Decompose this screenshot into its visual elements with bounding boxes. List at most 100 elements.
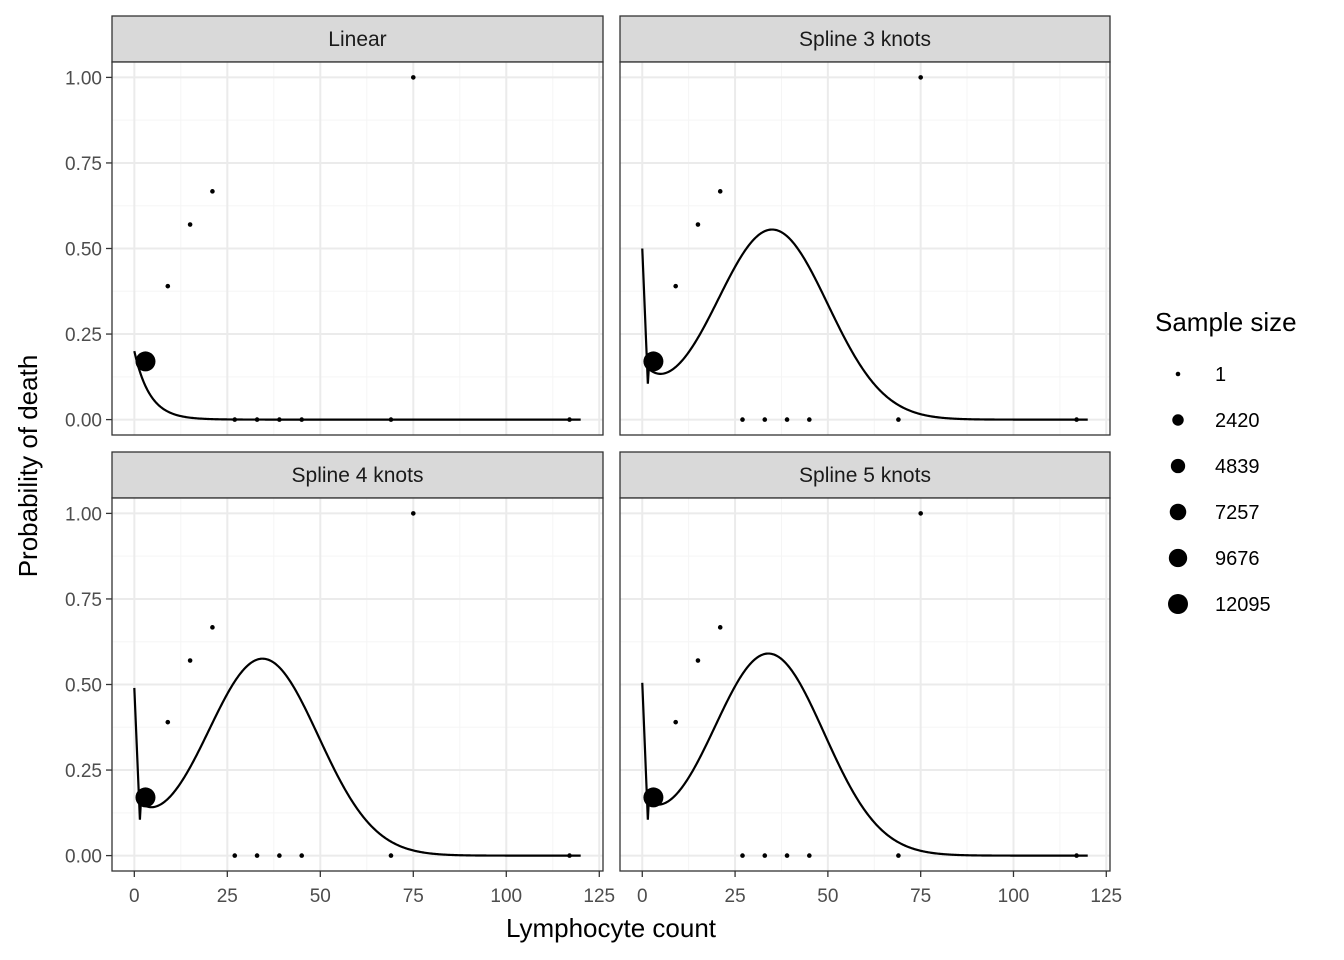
y-axis-title: Probability of death xyxy=(13,355,43,578)
data-point xyxy=(165,719,171,725)
panel-border xyxy=(619,497,1111,872)
data-point xyxy=(717,625,723,630)
data-point xyxy=(210,189,215,194)
legend-key xyxy=(1168,594,1188,614)
data-point xyxy=(299,853,305,858)
data-point xyxy=(762,853,768,858)
x-tick-label: 75 xyxy=(910,886,931,907)
data-point xyxy=(673,283,678,289)
data-point xyxy=(1074,417,1079,422)
x-axis-title: Lymphocyte count xyxy=(506,913,717,943)
facet-strip xyxy=(619,451,1111,499)
y-tick-label: 0.25 xyxy=(65,325,102,346)
data-point xyxy=(210,625,215,630)
data-point xyxy=(784,417,790,422)
legend-key xyxy=(1175,371,1181,377)
data-point xyxy=(896,417,901,422)
legend-key xyxy=(1170,458,1186,474)
legend: Sample size 1 2420 4839 7257 9676 12095 xyxy=(1155,307,1297,616)
x-tick-label: 25 xyxy=(217,886,238,907)
data-point xyxy=(135,351,156,372)
y-tick-label: 0.75 xyxy=(65,590,102,611)
data-point xyxy=(254,853,260,858)
data-point xyxy=(807,853,812,858)
fitted-curve xyxy=(133,350,581,421)
legend-label: 7257 xyxy=(1215,502,1260,524)
fitted-curve xyxy=(641,652,1088,857)
fitted-curve xyxy=(133,657,581,857)
data-point xyxy=(762,417,768,422)
y-tick-label: 0.00 xyxy=(65,847,102,868)
data-point xyxy=(187,222,193,227)
x-tick-label: 100 xyxy=(998,886,1030,907)
legend-label: 2420 xyxy=(1215,410,1260,432)
facet-strip-label: Spline 5 knots xyxy=(799,464,931,487)
data-point xyxy=(135,787,156,808)
data-point xyxy=(918,75,923,80)
legend-label: 4839 xyxy=(1215,456,1260,478)
y-tick-label: 1.00 xyxy=(65,68,102,89)
data-point xyxy=(918,511,923,516)
data-point xyxy=(740,417,745,422)
y-tick-label: 0.50 xyxy=(65,240,102,261)
y-tick-label: 0.75 xyxy=(65,154,102,175)
facet-strip xyxy=(111,451,604,499)
data-point xyxy=(643,351,664,372)
facet-panel-3: Spline 4 knots 0.00 0.25 0.50 0.75 1.00 0 25 50 7… xyxy=(65,451,615,907)
y-tick-label: 0.25 xyxy=(65,761,102,782)
data-point xyxy=(740,853,745,858)
data-point xyxy=(388,853,394,858)
data-point xyxy=(1074,853,1079,858)
data-point xyxy=(643,787,664,808)
legend-label: 9676 xyxy=(1215,548,1260,570)
data-point xyxy=(165,283,171,289)
data-point xyxy=(807,417,812,422)
data-point xyxy=(567,853,572,858)
y-tick-label: 0.00 xyxy=(65,411,102,432)
legend-key xyxy=(1169,503,1187,521)
facet-strip-label: Spline 3 knots xyxy=(799,28,931,51)
data-point xyxy=(388,417,394,422)
data-point xyxy=(695,658,701,663)
legend-key xyxy=(1172,414,1184,426)
data-point xyxy=(299,417,305,422)
data-point xyxy=(232,853,238,858)
panel-border xyxy=(619,61,1111,436)
x-tick-label: 50 xyxy=(817,886,838,907)
data-point xyxy=(673,719,678,725)
data-point xyxy=(254,417,260,422)
x-tick-label: 125 xyxy=(583,886,615,907)
facet-strip-label: Linear xyxy=(328,28,386,51)
legend-title: Sample size xyxy=(1155,307,1297,337)
data-point xyxy=(410,75,416,80)
x-tick-label: 125 xyxy=(1090,886,1122,907)
data-point xyxy=(567,417,572,422)
data-point xyxy=(410,511,416,516)
data-point xyxy=(232,417,238,422)
data-point xyxy=(896,853,901,858)
x-tick-label: 50 xyxy=(310,886,331,907)
fitted-curve xyxy=(641,228,1088,421)
y-tick-label: 0.50 xyxy=(65,676,102,697)
x-tick-label: 0 xyxy=(129,886,140,907)
x-tick-label: 75 xyxy=(403,886,424,907)
data-point xyxy=(695,222,701,227)
data-point xyxy=(187,658,193,663)
data-point xyxy=(784,853,790,858)
data-point xyxy=(717,189,723,194)
facet-strip-label: Spline 4 knots xyxy=(292,464,424,487)
facet-panel-4: Spline 5 knots 0 25 50 75 100 125 xyxy=(619,451,1122,907)
data-point xyxy=(277,417,282,422)
legend-label: 12095 xyxy=(1215,594,1271,616)
facet-panel-2: Spline 3 knots xyxy=(619,15,1111,436)
legend-label: 1 xyxy=(1215,364,1226,386)
y-tick-label: 1.00 xyxy=(65,504,102,525)
legend-key xyxy=(1168,548,1188,568)
facet-panel-1: Linear 0.00 0.25 0.50 0.75 1.00 xyxy=(65,15,604,436)
data-point xyxy=(277,853,282,858)
facet-strip xyxy=(111,15,604,63)
x-tick-label: 100 xyxy=(490,886,522,907)
x-tick-label: 25 xyxy=(725,886,746,907)
x-tick-label: 0 xyxy=(637,886,648,907)
